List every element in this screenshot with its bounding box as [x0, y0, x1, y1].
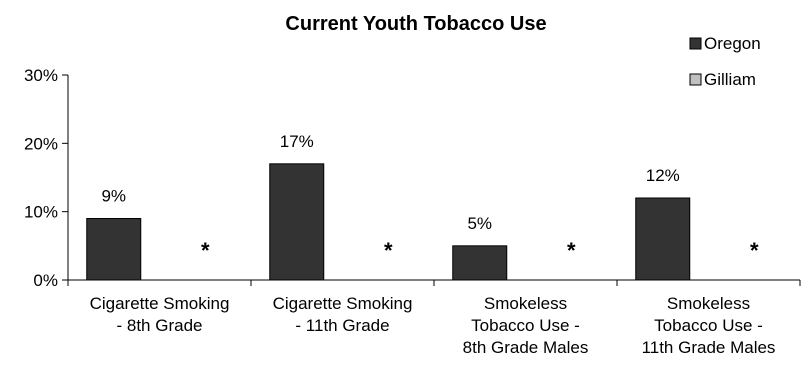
x-tick-label-line: 11th Grade Males: [642, 338, 776, 357]
x-tick-label: Cigarette Smoking - 11th Grade: [273, 294, 413, 335]
missing-data-marker: *: [750, 238, 759, 263]
x-tick-label-line: Tobacco Use -: [654, 316, 763, 335]
x-tick-label-line: 8th Grade Males: [463, 338, 589, 357]
x-tick-label: Smokeless Tobacco Use - 11th Grade Males: [642, 294, 776, 357]
legend-label: Oregon: [704, 34, 761, 53]
y-tick-label: 30%: [24, 66, 58, 85]
bar-oregon: [86, 218, 142, 281]
legend-swatch: [689, 37, 702, 50]
x-tick-label: Cigarette Smoking - 8th Grade: [90, 294, 230, 335]
x-tick-label-line: - 11th Grade: [295, 316, 389, 335]
x-tick-label-line: Cigarette Smoking: [90, 294, 230, 313]
data-label: 17%: [280, 132, 314, 151]
bars: 9% 17% 5% 12% * * * *: [86, 132, 759, 281]
data-label: 12%: [646, 166, 680, 185]
axes: 0%10%20%30%Cigarette Smoking - 8th GradeC…: [24, 66, 801, 357]
legend-swatch: [689, 73, 702, 86]
y-tick-label: 20%: [24, 134, 58, 153]
x-tick-label-line: Smokeless: [667, 294, 750, 313]
legend-label: Gilliam: [704, 70, 756, 89]
bar-oregon: [452, 245, 508, 281]
y-tick-label: 10%: [24, 203, 58, 222]
x-tick-label-line: - 8th Grade: [117, 316, 203, 335]
missing-data-marker: *: [384, 238, 393, 263]
data-label: 9%: [101, 187, 126, 206]
bar-oregon: [269, 163, 325, 281]
bar-oregon: [635, 197, 691, 281]
x-tick-label-line: Tobacco Use -: [471, 316, 580, 335]
y-tick-label: 0%: [33, 271, 58, 290]
legend: Oregon Gilliam: [689, 34, 761, 89]
missing-data-marker: *: [567, 238, 576, 263]
data-label: 5%: [467, 214, 492, 233]
chart-title: Current Youth Tobacco Use: [285, 13, 546, 35]
x-tick-label-line: Cigarette Smoking: [273, 294, 413, 313]
x-tick-label-line: Smokeless: [484, 294, 567, 313]
missing-data-marker: *: [201, 238, 210, 263]
x-tick-label: Smokeless Tobacco Use - 8th Grade Males: [463, 294, 589, 357]
